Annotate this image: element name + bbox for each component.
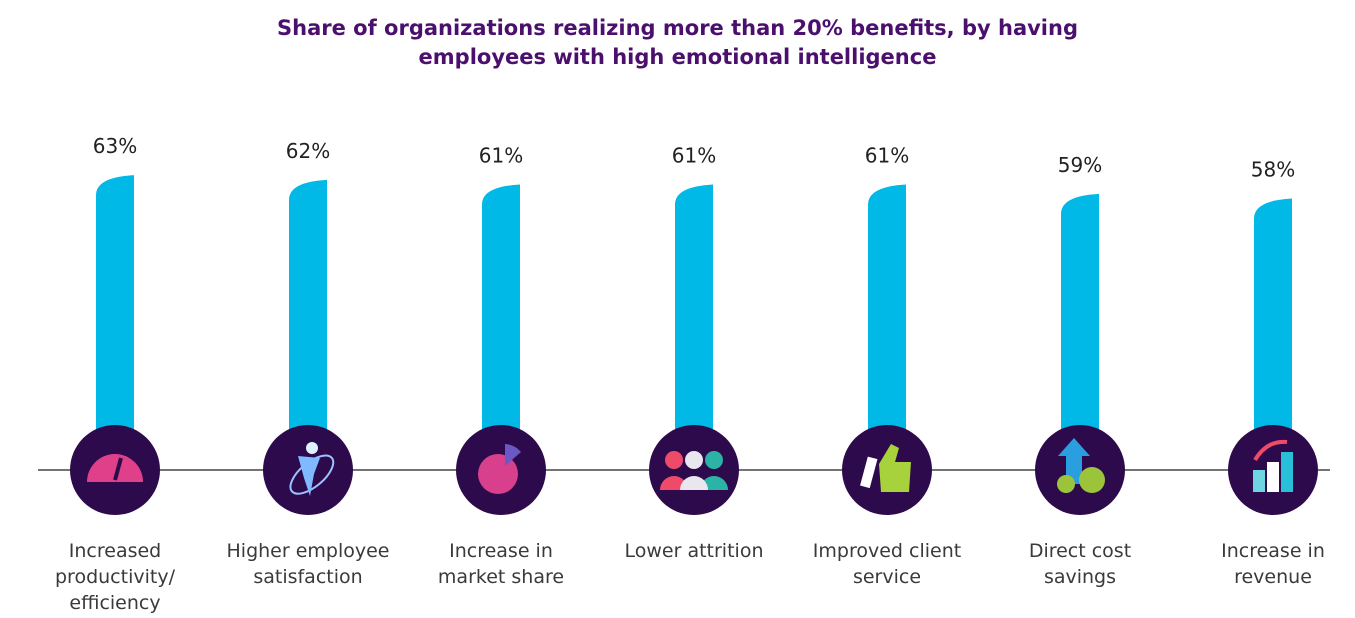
icon [705, 451, 723, 469]
bar [1254, 198, 1292, 470]
value-label: 61% [479, 144, 523, 168]
icon [680, 476, 708, 490]
icon [289, 442, 335, 496]
icon [879, 444, 911, 492]
chart-title: Share of organizations realizing more th… [277, 16, 1078, 69]
icon [665, 451, 683, 469]
bar [675, 184, 713, 470]
bar [1061, 193, 1099, 470]
category-label: Increased productivity/ efficiency [55, 540, 175, 614]
icon [1079, 467, 1105, 493]
icon [505, 444, 521, 466]
icon [1253, 439, 1293, 492]
value-label: 61% [672, 144, 716, 168]
category-label: Higher employee satisfaction [226, 540, 390, 588]
icon [1253, 439, 1288, 462]
icon [860, 456, 878, 489]
category-label: Direct cost savings [1028, 540, 1132, 588]
icon [860, 444, 911, 492]
icon-circle [649, 425, 739, 515]
category-label: Increase in market share [437, 540, 565, 588]
icon [298, 456, 320, 496]
icon [1267, 462, 1279, 492]
icon [87, 454, 143, 482]
icon [1057, 438, 1105, 493]
icon [87, 454, 143, 482]
value-label: 58% [1251, 158, 1295, 182]
icon [660, 451, 728, 490]
category-label: Lower attrition [624, 540, 764, 562]
icon [478, 454, 518, 494]
bar [289, 179, 327, 470]
value-label: 62% [286, 139, 330, 163]
bar [96, 175, 134, 470]
bar [868, 184, 906, 470]
icon [306, 442, 318, 454]
icon [113, 457, 123, 481]
icon [478, 444, 521, 494]
value-label: 63% [93, 134, 137, 158]
icon [685, 451, 703, 469]
value-label: 59% [1058, 153, 1102, 177]
category-label: Increase in revenue [1221, 540, 1325, 588]
icon [1057, 475, 1075, 493]
value-label: 61% [865, 144, 909, 168]
bar [482, 184, 520, 470]
category-label: Improved client service [812, 540, 962, 588]
icon [1253, 470, 1265, 492]
icon [1281, 452, 1293, 492]
